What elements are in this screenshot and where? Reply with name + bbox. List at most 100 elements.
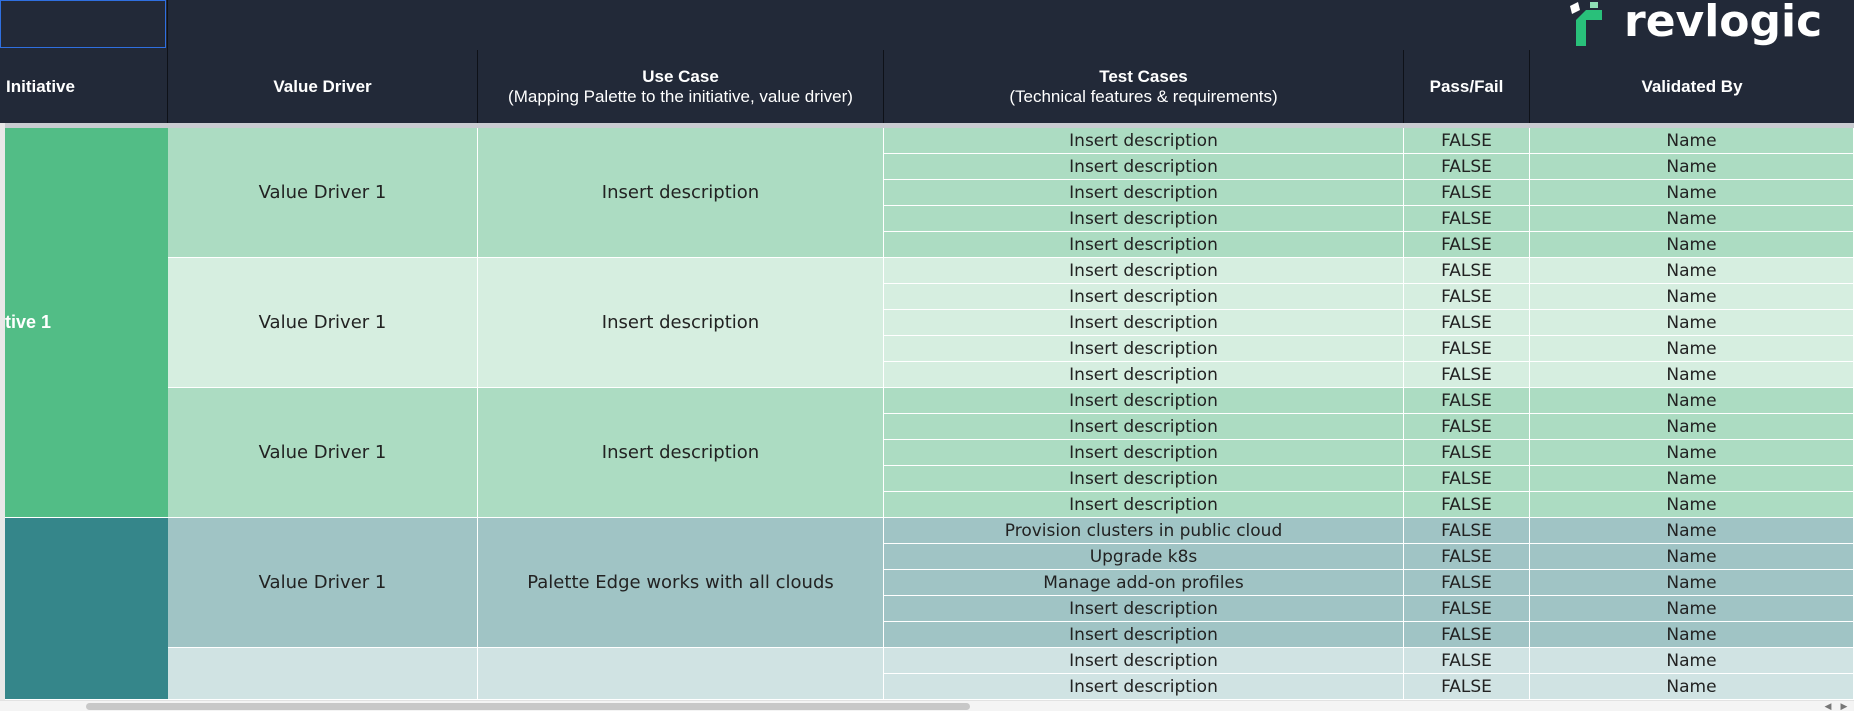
test-case-cell[interactable]: Insert description bbox=[884, 336, 1404, 361]
value-driver-cell[interactable]: Value Driver 1 bbox=[168, 258, 478, 388]
pass-fail-cell[interactable]: FALSE bbox=[1404, 440, 1530, 465]
table-row: Insert description FALSE Name bbox=[884, 232, 1854, 258]
test-case-cell[interactable]: Insert description bbox=[884, 284, 1404, 309]
pass-fail-cell[interactable]: FALSE bbox=[1404, 310, 1530, 335]
top-banner: revlogic bbox=[0, 0, 1854, 50]
pass-fail-cell[interactable]: FALSE bbox=[1404, 284, 1530, 309]
pass-fail-cell[interactable]: FALSE bbox=[1404, 414, 1530, 439]
validated-by-cell[interactable]: Name bbox=[1530, 258, 1854, 283]
selected-cell[interactable] bbox=[0, 0, 166, 48]
pass-fail-cell[interactable]: FALSE bbox=[1404, 674, 1530, 699]
validated-by-cell[interactable]: Name bbox=[1530, 466, 1854, 491]
validated-by-cell[interactable]: Name bbox=[1530, 440, 1854, 465]
pass-fail-cell[interactable]: FALSE bbox=[1404, 206, 1530, 231]
table-row: Manage add-on profiles FALSE Name bbox=[884, 570, 1854, 596]
validated-by-cell[interactable]: Name bbox=[1530, 310, 1854, 335]
header-pass-fail: Pass/Fail bbox=[1404, 50, 1530, 123]
test-case-cell[interactable]: Insert description bbox=[884, 622, 1404, 647]
validated-by-cell[interactable]: Name bbox=[1530, 596, 1854, 621]
test-case-cell[interactable]: Insert description bbox=[884, 492, 1404, 517]
logo-wordmark: revlogic bbox=[1624, 0, 1823, 47]
table-row: Insert description FALSE Name bbox=[884, 206, 1854, 232]
pass-fail-cell[interactable]: FALSE bbox=[1404, 388, 1530, 413]
value-driver-cell[interactable]: Value Driver 1 bbox=[168, 128, 478, 258]
validated-by-cell[interactable]: Name bbox=[1530, 544, 1854, 569]
use-case-cell[interactable]: Palette Edge works with all clouds bbox=[478, 518, 884, 648]
pass-fail-cell[interactable]: FALSE bbox=[1404, 128, 1530, 153]
test-case-cell[interactable]: Insert description bbox=[884, 154, 1404, 179]
pass-fail-cell[interactable]: FALSE bbox=[1404, 466, 1530, 491]
pass-fail-cell[interactable]: FALSE bbox=[1404, 570, 1530, 595]
use-case-cell[interactable]: Insert description bbox=[478, 388, 884, 518]
test-case-cell[interactable]: Insert description bbox=[884, 232, 1404, 257]
validated-by-cell[interactable]: Name bbox=[1530, 336, 1854, 361]
initiative-cell[interactable] bbox=[5, 518, 168, 700]
validated-by-cell[interactable]: Name bbox=[1530, 128, 1854, 153]
use-case-cell[interactable]: Insert description bbox=[478, 128, 884, 258]
header-use-case: Use Case (Mapping Palette to the initiat… bbox=[478, 50, 884, 123]
header-value-driver: Value Driver bbox=[168, 50, 478, 123]
frozen-row-divider bbox=[0, 123, 1854, 128]
validated-by-cell[interactable]: Name bbox=[1530, 154, 1854, 179]
test-case-cell[interactable]: Provision clusters in public cloud bbox=[884, 518, 1404, 543]
use-case-cell[interactable] bbox=[478, 648, 884, 700]
table-row: Insert description FALSE Name bbox=[884, 466, 1854, 492]
test-case-cell[interactable]: Insert description bbox=[884, 128, 1404, 153]
value-driver-cell[interactable]: Value Driver 1 bbox=[168, 518, 478, 648]
initiative-cell[interactable]: tive 1 bbox=[5, 128, 168, 518]
header-use-case-subtitle: (Mapping Palette to the initiative, valu… bbox=[508, 86, 853, 106]
pass-fail-cell[interactable]: FALSE bbox=[1404, 544, 1530, 569]
test-case-cell[interactable]: Insert description bbox=[884, 310, 1404, 335]
test-case-cell[interactable]: Insert description bbox=[884, 388, 1404, 413]
validated-by-cell[interactable]: Name bbox=[1530, 232, 1854, 257]
scroll-right-icon[interactable]: ▶ bbox=[1840, 701, 1848, 711]
validated-by-cell[interactable]: Name bbox=[1530, 570, 1854, 595]
header-test-cases-subtitle: (Technical features & requirements) bbox=[1009, 86, 1278, 106]
pass-fail-cell[interactable]: FALSE bbox=[1404, 648, 1530, 673]
value-driver-cell[interactable] bbox=[168, 648, 478, 700]
pass-fail-cell[interactable]: FALSE bbox=[1404, 258, 1530, 283]
pass-fail-cell[interactable]: FALSE bbox=[1404, 622, 1530, 647]
pass-fail-cell[interactable]: FALSE bbox=[1404, 336, 1530, 361]
validated-by-cell[interactable]: Name bbox=[1530, 674, 1854, 699]
pass-fail-cell[interactable]: FALSE bbox=[1404, 154, 1530, 179]
validated-by-cell[interactable]: Name bbox=[1530, 648, 1854, 673]
test-case-cell[interactable]: Upgrade k8s bbox=[884, 544, 1404, 569]
scrollbar-thumb[interactable] bbox=[86, 703, 970, 710]
table-row: Insert description FALSE Name bbox=[884, 388, 1854, 414]
pass-fail-cell[interactable]: FALSE bbox=[1404, 518, 1530, 543]
test-case-cell[interactable]: Insert description bbox=[884, 258, 1404, 283]
test-case-cell[interactable]: Insert description bbox=[884, 466, 1404, 491]
test-case-cell[interactable]: Insert description bbox=[884, 180, 1404, 205]
value-driver-cell[interactable]: Value Driver 1 bbox=[168, 388, 478, 518]
test-case-cell[interactable]: Insert description bbox=[884, 362, 1404, 387]
validated-by-cell[interactable]: Name bbox=[1530, 518, 1854, 543]
test-case-cell[interactable]: Insert description bbox=[884, 440, 1404, 465]
validated-by-cell[interactable]: Name bbox=[1530, 206, 1854, 231]
validated-by-cell[interactable]: Name bbox=[1530, 284, 1854, 309]
use-case-cell[interactable]: Insert description bbox=[478, 258, 884, 388]
pass-fail-cell[interactable]: FALSE bbox=[1404, 232, 1530, 257]
pass-fail-cell[interactable]: FALSE bbox=[1404, 596, 1530, 621]
initiative-label: tive 1 bbox=[5, 312, 52, 332]
horizontal-scrollbar[interactable]: ◀ ▶ bbox=[0, 700, 1854, 711]
validated-by-cell[interactable]: Name bbox=[1530, 414, 1854, 439]
validated-by-cell[interactable]: Name bbox=[1530, 388, 1854, 413]
test-case-cell[interactable]: Manage add-on profiles bbox=[884, 570, 1404, 595]
pass-fail-cell[interactable]: FALSE bbox=[1404, 492, 1530, 517]
table-row: Insert description FALSE Name bbox=[884, 154, 1854, 180]
pass-fail-cell[interactable]: FALSE bbox=[1404, 362, 1530, 387]
pass-fail-cell[interactable]: FALSE bbox=[1404, 180, 1530, 205]
test-case-cell[interactable]: Insert description bbox=[884, 648, 1404, 673]
spreadsheet-grid: tive 1 Value Driver 1 Insert description In… bbox=[5, 128, 1854, 700]
scroll-left-icon[interactable]: ◀ bbox=[1824, 701, 1832, 711]
validated-by-cell[interactable]: Name bbox=[1530, 622, 1854, 647]
test-case-cell[interactable]: Insert description bbox=[884, 206, 1404, 231]
validated-by-cell[interactable]: Name bbox=[1530, 362, 1854, 387]
table-row: Insert description FALSE Name bbox=[884, 310, 1854, 336]
test-case-cell[interactable]: Insert description bbox=[884, 596, 1404, 621]
validated-by-cell[interactable]: Name bbox=[1530, 492, 1854, 517]
validated-by-cell[interactable]: Name bbox=[1530, 180, 1854, 205]
test-case-cell[interactable]: Insert description bbox=[884, 674, 1404, 699]
test-case-cell[interactable]: Insert description bbox=[884, 414, 1404, 439]
